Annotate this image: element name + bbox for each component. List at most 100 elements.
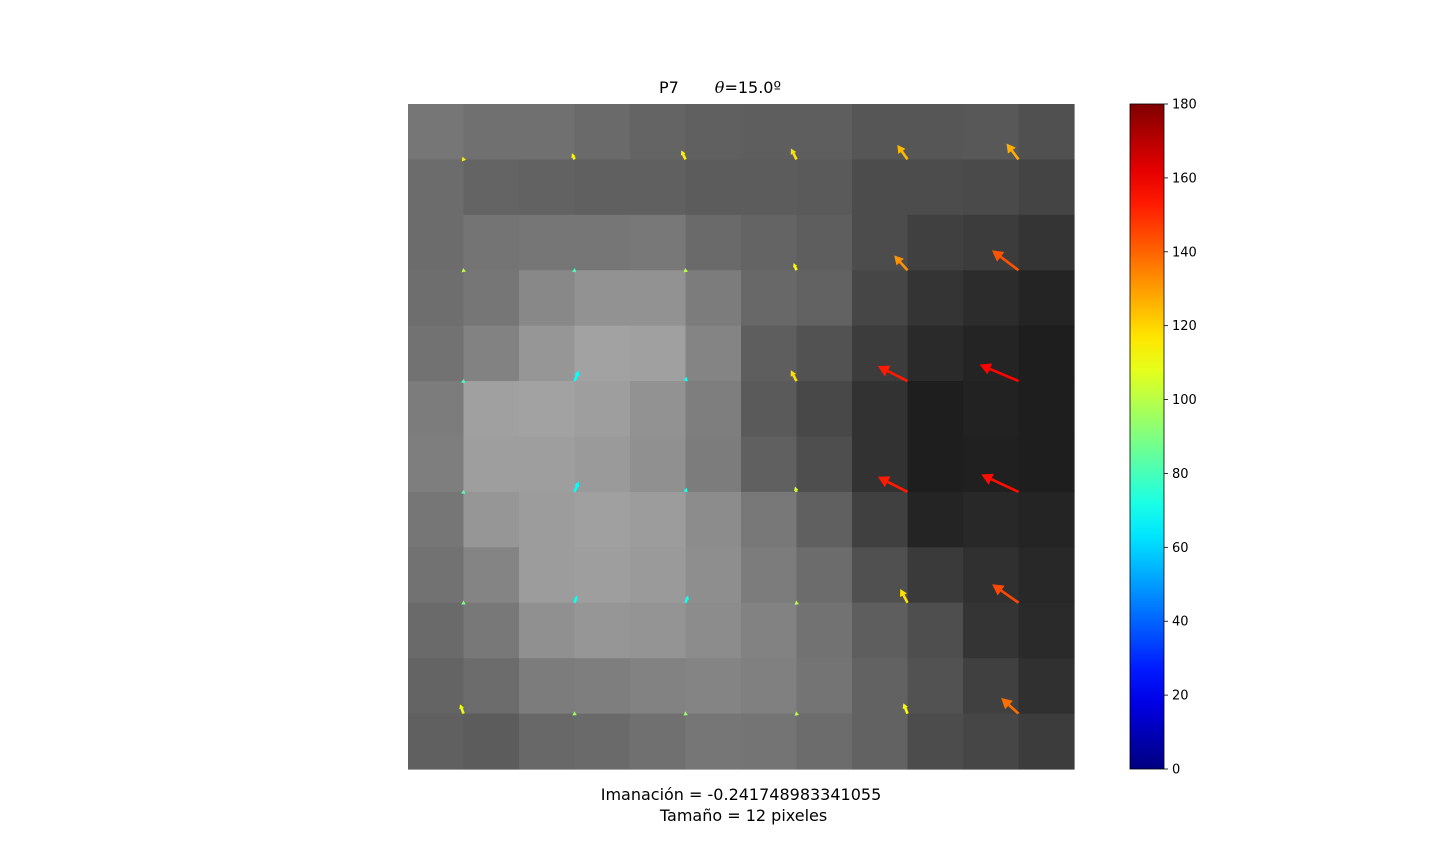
heatmap-cell-r3-c9 xyxy=(907,270,964,327)
arrow-r1-c7 xyxy=(790,148,798,161)
caption-size: Tamaño = 12 pixeles xyxy=(654,806,828,825)
heatmap-cell-r2-c1 xyxy=(463,214,520,271)
heatmap-cell-r6-c1 xyxy=(463,436,520,493)
arrow-shaft xyxy=(573,485,578,493)
heatmap-cell-r3-c6 xyxy=(741,270,798,327)
arrow-shaft xyxy=(989,367,1020,383)
heatmap-cell-r10-c11 xyxy=(1018,658,1075,715)
heatmap-cell-r2-c0 xyxy=(408,214,465,271)
heatmap-cell-r11-c0 xyxy=(408,713,465,770)
arrow-head xyxy=(992,584,1005,596)
heatmap-cell-r4-c0 xyxy=(408,325,465,382)
arrow-shaft xyxy=(999,255,1020,272)
heatmap-cell-r10-c2 xyxy=(519,658,576,715)
heatmap-cell-r11-c5 xyxy=(685,713,742,770)
heatmap-cell-r3-c2 xyxy=(519,270,576,327)
heatmap-cell-r11-c2 xyxy=(519,713,576,770)
heatmap-cell-r0-c6 xyxy=(741,104,798,161)
colorbar: 0 20 40 60 80 100 120 140 160 180 xyxy=(1129,98,1197,778)
heatmap-cell-r8-c1 xyxy=(463,547,520,604)
heatmap-cell-r11-c7 xyxy=(796,713,853,770)
heatmap-cell-r3-c4 xyxy=(630,270,687,327)
arrow-shaft xyxy=(572,156,576,160)
heatmap-cell-r11-c9 xyxy=(907,713,964,770)
heatmap-cell-r0-c0 xyxy=(408,104,465,161)
heatmap-cell-r8-c2 xyxy=(519,547,576,604)
arrow-r1-c9 xyxy=(897,144,909,161)
heatmap-cell-r4-c2 xyxy=(519,325,576,382)
arrow-head xyxy=(461,378,466,384)
heatmap-cell-r7-c2 xyxy=(519,491,576,548)
arrow-r3-c11 xyxy=(991,250,1020,272)
heatmap-cell-r10-c4 xyxy=(630,658,687,715)
title-theta-symbol: θ xyxy=(714,78,725,97)
heatmap-cell-r3-c1 xyxy=(463,270,520,327)
heatmap-cell-r2-c7 xyxy=(796,214,853,271)
heatmap-cell-r11-c4 xyxy=(630,713,687,770)
heatmap-cell-r0-c1 xyxy=(463,104,520,161)
heatmap-cell-r8-c7 xyxy=(796,547,853,604)
arrow-shaft xyxy=(887,480,909,494)
heatmap-cell-r6-c3 xyxy=(574,436,631,493)
colorbar-tick-label-0: 0 xyxy=(1172,763,1180,778)
heatmap-cell-r8-c4 xyxy=(630,547,687,604)
arrow-r9-c5 xyxy=(684,595,689,604)
title-theta-value: =15.0º xyxy=(724,78,782,97)
arrow-head xyxy=(572,711,577,716)
heatmap-cell-r9-c2 xyxy=(519,602,576,659)
heatmap-cell-r7-c7 xyxy=(796,491,853,548)
heatmap-cell-r0-c5 xyxy=(685,104,742,161)
heatmap-cell-r5-c8 xyxy=(852,381,909,438)
arrow-shaft xyxy=(682,153,687,160)
arrow-head xyxy=(979,363,993,375)
arrow-shaft xyxy=(684,598,689,604)
heatmap-cell-r7-c6 xyxy=(741,491,798,548)
arrow-shaft xyxy=(793,266,798,271)
heatmap-cell-r11-c8 xyxy=(852,713,909,770)
heatmap-cell-r9-c5 xyxy=(685,602,742,659)
colorbar-tick-label-120: 120 xyxy=(1172,319,1197,334)
arrow-r9-c9 xyxy=(900,589,909,604)
heatmap-cell-r5-c4 xyxy=(630,381,687,438)
arrow-shaft xyxy=(887,369,909,383)
heatmap-cell-r4-c1 xyxy=(463,325,520,382)
heatmap-cell-r9-c11 xyxy=(1018,602,1075,659)
heatmap-cell-r7-c9 xyxy=(907,491,964,548)
heatmap-cell-r3-c5 xyxy=(685,270,742,327)
arrow-head xyxy=(683,376,688,382)
arrow-head xyxy=(793,486,799,491)
heatmap-cell-r2-c3 xyxy=(574,214,631,271)
heatmap-cell-r9-c9 xyxy=(907,602,964,659)
heatmap-cell-r11-c1 xyxy=(463,713,520,770)
heatmap-cell-r5-c10 xyxy=(963,381,1020,438)
arrow-r3-c7 xyxy=(793,263,798,271)
arrow-head xyxy=(683,487,688,493)
heatmap-cell-r6-c5 xyxy=(685,436,742,493)
colorbar-gradient xyxy=(1129,103,1165,770)
heatmap-cell-r6-c11 xyxy=(1018,436,1075,493)
arrow-r7-c11 xyxy=(981,473,1020,494)
arrow-head xyxy=(794,711,799,716)
arrow-head xyxy=(684,595,689,600)
arrow-head xyxy=(461,268,466,273)
heatmap-cell-r1-c6 xyxy=(741,159,798,216)
chart-title: P7 θ=15.0º xyxy=(0,78,1440,97)
arrow-head xyxy=(894,255,904,266)
colorbar-tick-label-60: 60 xyxy=(1172,541,1189,556)
colorbar-tick-label-140: 140 xyxy=(1172,245,1197,260)
heatmap-cell-r3-c0 xyxy=(408,270,465,327)
arrow-head xyxy=(991,250,1005,262)
heatmap-cell-r0-c9 xyxy=(907,104,964,161)
arrow-head xyxy=(459,704,464,710)
heatmap-cell-r10-c6 xyxy=(741,658,798,715)
heatmap-cell-r7-c8 xyxy=(852,491,909,548)
arrow-shaft xyxy=(899,261,909,272)
heatmap-cell-r0-c3 xyxy=(574,104,631,161)
heatmap-cell-r5-c7 xyxy=(796,381,853,438)
arrow-r11-c9 xyxy=(902,703,909,715)
colorbar-tick-label-100: 100 xyxy=(1172,393,1197,408)
heatmap-cell-r8-c11 xyxy=(1018,547,1075,604)
arrow-shaft xyxy=(990,478,1020,494)
arrow-r7-c5 xyxy=(683,487,688,493)
